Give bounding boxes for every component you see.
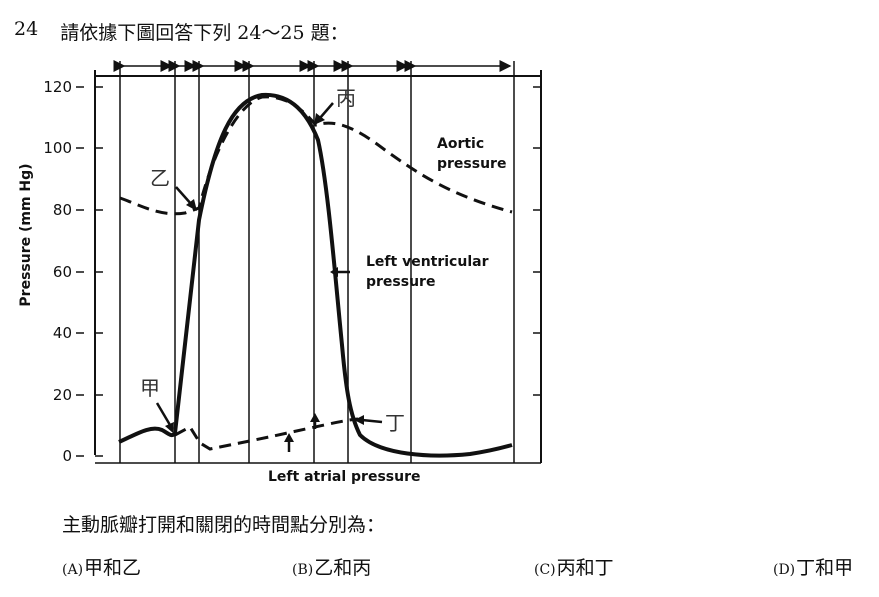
option-c[interactable]: (C)丙和丁 <box>534 553 614 580</box>
question-prompt: 請依據下圖回答下列 24～25 題： <box>60 22 349 44</box>
jia-arrow <box>155 402 172 426</box>
marker-jia: 甲 <box>140 376 160 400</box>
question-stem: 主動脈瓣打開和關閉的時間點分別為： <box>62 514 386 536</box>
marker-yi: 乙 <box>150 166 170 190</box>
y-tick-labels: 120 100 80 60 40 20 0 <box>43 78 72 465</box>
y-tick-label: 80 <box>53 201 72 219</box>
y-tick-dashes <box>76 86 84 457</box>
option-b[interactable]: (B)乙和丙 <box>292 553 371 580</box>
y-tick-label: 100 <box>43 139 72 157</box>
left-atrial-pressure-curve <box>174 417 359 451</box>
option-d-text: 丁和甲 <box>796 557 854 579</box>
option-d-label: (D) <box>773 562 796 578</box>
answer-options: (A)甲和乙 (B)乙和丙 (C)丙和丁 (D)丁和甲 <box>0 553 879 583</box>
option-c-label: (C) <box>534 562 556 578</box>
option-b-label: (B) <box>292 562 314 578</box>
option-b-text: 乙和丙 <box>314 557 372 579</box>
aortic-label-line2: pressure <box>437 156 506 172</box>
marker-bing: 丙 <box>336 86 356 110</box>
y-tick-label: 120 <box>43 78 72 96</box>
question-number: 24 <box>14 18 39 40</box>
aortic-label-line1: Aortic <box>437 136 484 152</box>
marker-ding: 丁 <box>385 411 405 435</box>
cardiac-pressure-figure: 120 100 80 60 40 20 0 Pressure (mm Hg) A… <box>0 45 560 490</box>
y-tick-label: 20 <box>53 386 72 404</box>
option-c-text: 丙和丁 <box>556 557 614 579</box>
annotation-arrows <box>155 102 383 452</box>
lv-label-line2: pressure <box>366 274 435 290</box>
option-a-text: 甲和乙 <box>84 557 142 579</box>
option-a[interactable]: (A)甲和乙 <box>62 553 141 580</box>
y-axis-label: Pressure (mm Hg) <box>18 163 34 306</box>
question-header: 24 請依據下圖回答下列 24～25 題： <box>14 18 349 45</box>
curve-labels: Aortic pressure Left ventricular pressur… <box>268 136 506 485</box>
option-a-label: (A) <box>62 562 84 578</box>
yi-arrow <box>175 186 193 206</box>
ding-arrow <box>361 418 383 424</box>
y-tick-label: 0 <box>62 447 72 465</box>
y-tick-label: 40 <box>53 324 72 342</box>
point-markers: 甲 乙 丙 丁 <box>140 86 405 435</box>
y-tick-label: 60 <box>53 263 72 281</box>
lv-label-line1: Left ventricular <box>366 254 489 270</box>
aortic-pressure-curve <box>119 95 513 216</box>
bing-arrow <box>319 102 334 119</box>
atrial-label: Left atrial pressure <box>268 469 421 485</box>
pressure-diagram: 120 100 80 60 40 20 0 Pressure (mm Hg) A… <box>18 60 542 485</box>
lv-arrowhead <box>330 267 338 277</box>
option-d[interactable]: (D)丁和甲 <box>773 553 853 580</box>
left-ventricular-pressure-curve <box>118 92 513 458</box>
y-ticks <box>95 86 541 457</box>
